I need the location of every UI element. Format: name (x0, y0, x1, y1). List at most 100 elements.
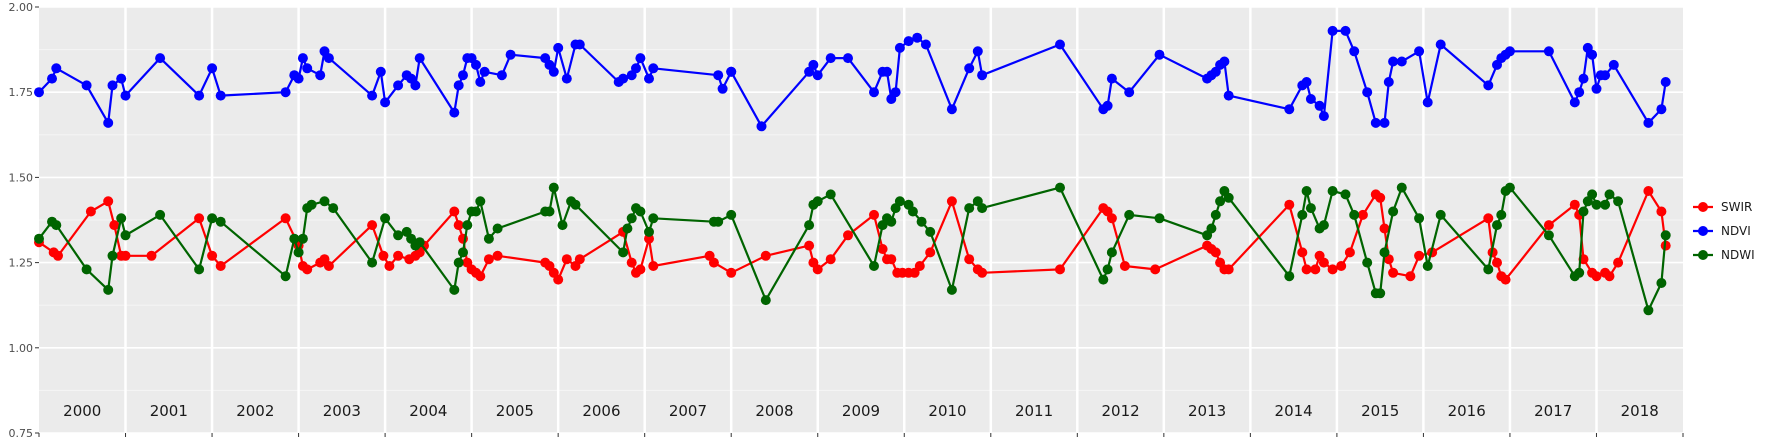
data-point-swir (302, 264, 313, 275)
data-point-ndvi (574, 39, 585, 50)
data-point-ndvi (1543, 46, 1554, 57)
data-point-ndvi (393, 80, 404, 91)
legend-key-point-ndwi (1698, 250, 1708, 260)
y-axis: 0.75 1.00 1.25 1.50 1.75 2.00 (9, 1, 39, 440)
data-point-swir (109, 220, 120, 231)
y-tick-label: 2.00 (9, 1, 34, 14)
data-point-swir (1604, 271, 1615, 282)
data-point-ndwi (544, 206, 555, 217)
data-point-ndvi (1318, 111, 1329, 122)
legend-label-ndvi: NDVI (1721, 224, 1751, 238)
data-point-ndwi (1492, 220, 1502, 231)
data-point-ndvi (713, 70, 724, 81)
data-point-swir (449, 206, 460, 217)
y-tick-label: 1.00 (9, 342, 34, 355)
data-point-ndwi (1483, 264, 1494, 275)
data-point-ndvi (103, 117, 114, 128)
data-point-ndwi (462, 220, 473, 231)
data-point-ndvi (297, 53, 308, 64)
year-label: 2005 (496, 402, 534, 420)
data-point-ndwi (644, 226, 654, 237)
data-point-swir (909, 267, 920, 278)
year-label: 2013 (1188, 402, 1226, 420)
data-point-ndvi (120, 90, 131, 101)
data-point-ndwi (1543, 230, 1554, 241)
data-point-swir (1543, 220, 1554, 231)
data-point-swir (1106, 213, 1117, 224)
data-point-swir (194, 213, 205, 224)
data-point-ndvi (505, 49, 516, 60)
data-point-swir (475, 271, 486, 282)
year-label: 2002 (236, 402, 274, 420)
data-point-ndvi (1569, 97, 1580, 108)
data-point-swir (1375, 192, 1386, 203)
data-point-ndvi (414, 53, 425, 64)
data-point-ndvi (1435, 39, 1446, 50)
data-point-swir (726, 267, 737, 278)
data-point-ndvi (51, 63, 62, 74)
data-point-ndwi (1578, 206, 1589, 217)
year-label: 2010 (928, 402, 966, 420)
year-label: 2000 (63, 402, 101, 420)
data-point-ndvi (1340, 25, 1351, 36)
data-point-ndvi (1301, 77, 1312, 87)
data-point-swir (323, 261, 334, 271)
data-point-ndvi (812, 70, 823, 81)
data-point-swir (561, 254, 572, 265)
data-point-ndwi (1422, 261, 1433, 271)
data-point-ndvi (302, 63, 313, 74)
data-point-ndvi (946, 104, 957, 115)
data-point-ndvi (1608, 59, 1619, 70)
data-point-ndwi (1396, 182, 1407, 193)
legend-label-ndwi: NDWI (1721, 248, 1755, 262)
legend-key-point-swir (1698, 202, 1708, 212)
data-point-ndwi (760, 295, 771, 306)
data-point-ndwi (1106, 247, 1117, 258)
data-point-ndvi (1483, 80, 1494, 91)
data-point-ndwi (1223, 192, 1234, 203)
data-point-ndvi (155, 53, 166, 64)
data-point-ndwi (1496, 209, 1507, 220)
data-point-ndvi (215, 90, 226, 101)
data-point-ndvi (375, 66, 386, 77)
data-point-ndvi (1396, 56, 1407, 67)
data-point-ndwi (1124, 209, 1135, 220)
data-point-ndvi (1102, 100, 1113, 111)
data-point-ndwi (869, 261, 879, 271)
data-point-swir (280, 213, 291, 224)
data-point-swir (367, 220, 378, 231)
data-point-ndwi (964, 203, 975, 214)
data-point-ndvi (1422, 97, 1433, 108)
grid-minor (39, 49, 1683, 391)
data-point-ndvi (380, 97, 391, 108)
data-point-ndvi (81, 80, 92, 91)
data-point-ndwi (458, 247, 468, 258)
data-point-swir (1223, 264, 1234, 275)
year-labels: 2000 2001 2002 2003 2004 2005 2006 2007 2008 2009… (63, 402, 1659, 420)
data-point-swir (1327, 264, 1338, 275)
data-point-ndwi (1206, 223, 1217, 234)
data-point-ndvi (644, 73, 654, 84)
data-point-ndwi (306, 199, 317, 210)
legend-label-swir: SWIR (1721, 200, 1752, 214)
data-point-ndwi (1284, 271, 1295, 282)
data-point-ndvi (1362, 87, 1373, 98)
data-point-ndvi (1379, 117, 1390, 128)
data-point-ndvi (1219, 56, 1230, 67)
data-point-ndvi (912, 32, 923, 43)
data-point-ndvi (293, 73, 304, 84)
data-point-ndwi (1574, 267, 1585, 278)
data-point-ndwi (622, 223, 633, 234)
data-point-swir (626, 257, 637, 268)
year-label: 2015 (1361, 402, 1399, 420)
data-point-swir (886, 254, 897, 265)
data-point-ndwi (1327, 186, 1338, 196)
data-point-ndwi (618, 247, 629, 258)
data-point-ndwi (319, 196, 330, 207)
data-point-ndvi (323, 53, 334, 64)
data-point-swir (648, 261, 659, 271)
data-point-swir (1483, 213, 1494, 224)
data-point-swir (103, 196, 114, 207)
data-point-ndwi (293, 247, 304, 258)
